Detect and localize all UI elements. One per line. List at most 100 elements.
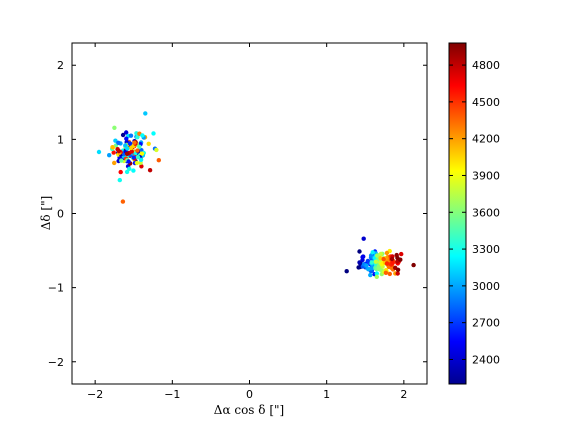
scatter-point xyxy=(124,130,129,135)
scatter-point xyxy=(107,153,112,158)
scatter-point xyxy=(115,147,120,152)
x-axis-ticks: −2 −1 0 1 2 xyxy=(87,43,407,401)
y-tick-label: −1 xyxy=(48,282,64,295)
scatter-point xyxy=(120,199,126,204)
x-tick-label: 1 xyxy=(323,388,330,401)
y-tick-label: 1 xyxy=(57,133,64,146)
scatter-point xyxy=(134,160,140,166)
scatter-point xyxy=(138,157,144,162)
scatter-point xyxy=(374,271,379,276)
scatter-point xyxy=(395,271,400,276)
scatter-point xyxy=(135,148,140,153)
scatter-point xyxy=(147,168,153,173)
scatter-point xyxy=(389,256,395,262)
scatter-point xyxy=(361,236,366,241)
scatter-point xyxy=(129,149,134,154)
scatter-point xyxy=(146,141,151,146)
scatter-point xyxy=(364,263,369,268)
scatter-point xyxy=(135,135,140,140)
scatter-point xyxy=(384,261,390,266)
scatter-point xyxy=(128,145,134,151)
scatter-point xyxy=(151,131,156,136)
colorbar-ticks: 2400 2700 3000 3300 3600 3900 4200 4500 4800 xyxy=(449,59,500,366)
scatter-point xyxy=(390,260,395,266)
scatter-point xyxy=(131,168,136,173)
y-tick-label: 2 xyxy=(57,59,64,72)
colorbar xyxy=(448,42,467,385)
y-axis-ticks: −2 −1 0 1 2 xyxy=(48,59,427,369)
scatter-point xyxy=(127,141,133,146)
scatter-point xyxy=(124,169,130,175)
colorbar-tick-label: 3600 xyxy=(472,206,500,219)
x-tick-label: 2 xyxy=(400,388,407,401)
scatter-point xyxy=(125,146,130,151)
scatter-point xyxy=(369,265,375,271)
scatter-point xyxy=(96,149,102,155)
scatter-point xyxy=(357,249,362,254)
scatter-point xyxy=(137,144,142,149)
scatter-point xyxy=(373,259,379,264)
colorbar-tick-label: 4800 xyxy=(472,59,500,72)
scatter-point xyxy=(357,260,362,265)
scatter-point xyxy=(117,177,123,183)
colorbar-tick-label: 2400 xyxy=(472,353,500,366)
scatter-point xyxy=(112,160,117,166)
scatter-point xyxy=(140,133,145,138)
x-axis-label: Δα cos δ ["] xyxy=(214,403,284,417)
scatter-point xyxy=(411,262,416,268)
scatter-point xyxy=(126,159,131,164)
scatter-point xyxy=(366,267,371,272)
scatter-point xyxy=(124,136,129,141)
colorbar-tick-label: 4200 xyxy=(472,133,500,146)
y-tick-label: 0 xyxy=(57,208,64,221)
scatter-point xyxy=(398,257,403,262)
scatter-point xyxy=(156,158,161,163)
x-tick-label: −2 xyxy=(87,388,103,401)
scatter-point xyxy=(143,111,148,116)
data-points xyxy=(96,111,416,279)
scatter-point xyxy=(344,269,349,274)
scatter-point xyxy=(356,265,361,270)
scatter-point xyxy=(384,250,390,256)
x-tick-label: 0 xyxy=(246,388,253,401)
scatter-point xyxy=(119,158,124,163)
scatter-point xyxy=(116,140,121,145)
scatter-point xyxy=(395,267,401,272)
colorbar-tick-label: 3900 xyxy=(472,169,500,182)
x-tick-label: −1 xyxy=(164,388,180,401)
scatter-point xyxy=(128,133,134,138)
scatter-point xyxy=(375,253,380,258)
y-axis-label: Δδ ["] xyxy=(39,196,53,231)
scatter-point xyxy=(120,132,126,138)
colorbar-tick-label: 3000 xyxy=(472,280,500,293)
scatter-point xyxy=(154,147,159,153)
colorbar-tick-label: 2700 xyxy=(472,317,500,330)
scatter-point xyxy=(374,274,379,279)
scatter-point xyxy=(378,251,383,257)
plot-frame xyxy=(71,42,428,385)
scatter-point xyxy=(112,125,117,130)
scatter-point xyxy=(387,271,392,277)
scatter-point xyxy=(139,151,145,156)
scatter-point xyxy=(131,155,136,160)
y-tick-label: −2 xyxy=(48,356,64,369)
colorbar-tick-label: 4500 xyxy=(472,96,500,109)
scatter-point xyxy=(111,150,116,155)
scatter-point xyxy=(360,254,365,260)
scatter-point xyxy=(139,164,144,169)
scatter-point xyxy=(135,155,141,160)
scatter-point xyxy=(124,151,130,156)
scatter-point xyxy=(381,256,386,262)
scatter-point xyxy=(370,250,375,255)
scatter-point xyxy=(127,166,132,171)
colorbar-tick-label: 3300 xyxy=(472,243,500,256)
scatter-point xyxy=(132,140,137,145)
scatter-point xyxy=(368,272,373,278)
scatter-point xyxy=(365,258,371,264)
scatter-point xyxy=(369,260,374,265)
scatter-point xyxy=(383,270,389,275)
scatter-point xyxy=(118,169,123,175)
scatter-point xyxy=(110,145,115,150)
scatter-point xyxy=(399,251,404,257)
